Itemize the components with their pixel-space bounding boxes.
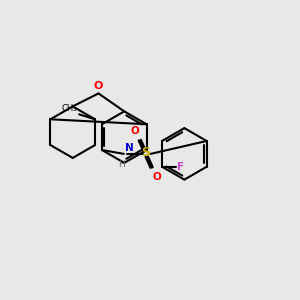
Text: O: O — [153, 172, 161, 182]
Text: O: O — [130, 126, 139, 136]
Text: O: O — [94, 81, 103, 92]
Text: CH₃: CH₃ — [62, 104, 77, 113]
Text: F: F — [177, 162, 184, 172]
Text: N: N — [125, 143, 134, 153]
Text: H: H — [118, 160, 125, 169]
Text: S: S — [141, 146, 150, 159]
